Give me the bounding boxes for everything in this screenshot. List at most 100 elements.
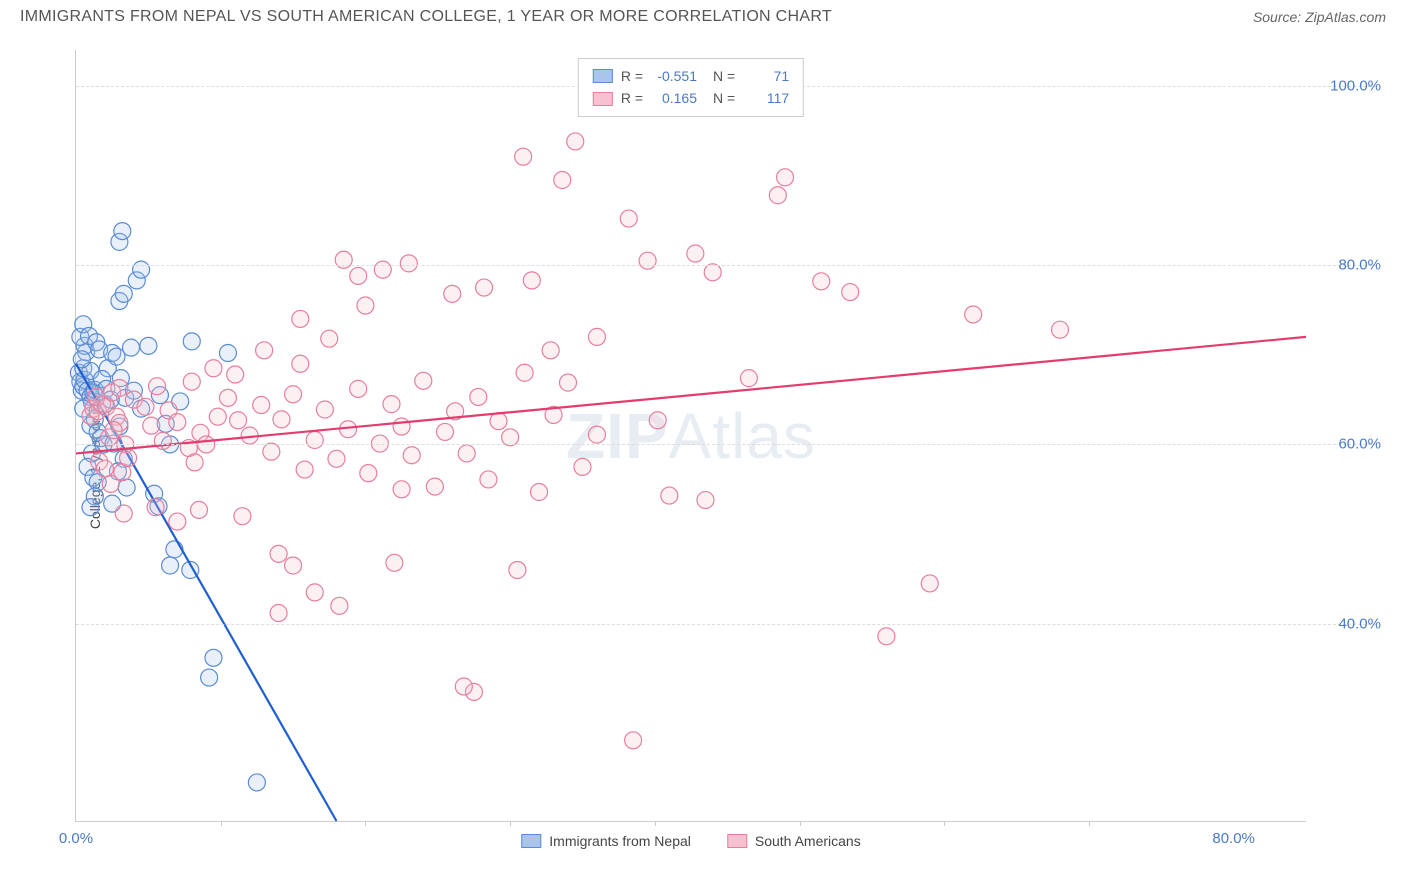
x-tick-mark bbox=[510, 821, 511, 826]
legend-stat-row-nepal: R = -0.551 N = 71 bbox=[593, 65, 789, 87]
data-point-south_american bbox=[143, 417, 160, 434]
data-point-south_american bbox=[147, 499, 164, 516]
data-point-south_american bbox=[219, 389, 236, 406]
data-point-south_american bbox=[393, 418, 410, 435]
scatter-svg bbox=[76, 50, 1306, 821]
data-point-south_american bbox=[96, 460, 113, 477]
data-point-south_american bbox=[878, 628, 895, 645]
data-point-south_american bbox=[306, 431, 323, 448]
data-point-south_american bbox=[965, 306, 982, 323]
data-point-nepal bbox=[201, 669, 218, 686]
data-point-south_american bbox=[186, 454, 203, 471]
data-point-nepal bbox=[219, 345, 236, 362]
data-point-nepal bbox=[118, 479, 135, 496]
data-point-south_american bbox=[316, 401, 333, 418]
data-point-nepal bbox=[114, 223, 131, 240]
data-point-south_american bbox=[515, 148, 532, 165]
data-point-south_american bbox=[205, 360, 222, 377]
series-legend: Immigrants from Nepal South Americans bbox=[521, 833, 860, 849]
data-point-south_american bbox=[687, 245, 704, 262]
y-tick-label: 60.0% bbox=[1311, 436, 1381, 453]
data-point-south_american bbox=[111, 379, 128, 396]
legend-swatch-nepal bbox=[593, 69, 613, 83]
data-point-south_american bbox=[567, 133, 584, 150]
data-point-south_american bbox=[374, 261, 391, 278]
data-point-south_american bbox=[270, 605, 287, 622]
data-point-south_american bbox=[531, 483, 548, 500]
data-point-south_american bbox=[230, 412, 247, 429]
data-point-south_american bbox=[697, 492, 714, 509]
chart-title: IMMIGRANTS FROM NEPAL VS SOUTH AMERICAN … bbox=[20, 8, 832, 26]
data-point-south_american bbox=[296, 461, 313, 478]
x-tick-mark bbox=[655, 821, 656, 826]
data-point-south_american bbox=[542, 342, 559, 359]
gridline bbox=[76, 624, 1376, 625]
n-label: N = bbox=[713, 65, 735, 87]
data-point-south_american bbox=[306, 584, 323, 601]
data-point-south_american bbox=[842, 284, 859, 301]
data-point-south_american bbox=[704, 264, 721, 281]
data-point-south_american bbox=[554, 171, 571, 188]
data-point-south_american bbox=[360, 465, 377, 482]
data-point-nepal bbox=[133, 261, 150, 278]
data-point-south_american bbox=[120, 449, 137, 466]
data-point-south_american bbox=[740, 370, 757, 387]
legend-swatch-south_american bbox=[593, 92, 613, 106]
data-point-south_american bbox=[625, 732, 642, 749]
data-point-south_american bbox=[115, 505, 132, 522]
r-label: R = bbox=[621, 65, 643, 87]
data-point-south_american bbox=[285, 557, 302, 574]
legend-swatch-south_american bbox=[727, 834, 747, 848]
data-point-south_american bbox=[270, 545, 287, 562]
data-point-nepal bbox=[82, 499, 99, 516]
data-point-south_american bbox=[321, 330, 338, 347]
legend-label-south_american: South Americans bbox=[755, 833, 861, 849]
data-point-south_american bbox=[516, 364, 533, 381]
data-point-south_american bbox=[777, 169, 794, 186]
data-point-south_american bbox=[476, 279, 493, 296]
legend-label-nepal: Immigrants from Nepal bbox=[549, 833, 691, 849]
r-value-south_american: 0.165 bbox=[651, 87, 697, 109]
n-label: N = bbox=[713, 87, 735, 109]
data-point-south_american bbox=[350, 380, 367, 397]
data-point-south_american bbox=[273, 411, 290, 428]
data-point-south_american bbox=[574, 458, 591, 475]
data-point-south_american bbox=[1052, 321, 1069, 338]
n-value-south_american: 117 bbox=[743, 87, 789, 109]
data-point-south_american bbox=[169, 414, 186, 431]
data-point-south_american bbox=[921, 575, 938, 592]
data-point-south_american bbox=[263, 443, 280, 460]
data-point-south_american bbox=[560, 374, 577, 391]
legend-swatch-nepal bbox=[521, 834, 541, 848]
data-point-south_american bbox=[227, 366, 244, 383]
data-point-south_american bbox=[285, 386, 302, 403]
n-value-nepal: 71 bbox=[743, 65, 789, 87]
x-tick-mark bbox=[365, 821, 366, 826]
legend-item-nepal: Immigrants from Nepal bbox=[521, 833, 691, 849]
chart-container: College, 1 year or more ZIPAtlas R =-0.5… bbox=[20, 40, 1386, 872]
data-point-south_american bbox=[470, 388, 487, 405]
data-point-nepal bbox=[166, 541, 183, 558]
x-tick-mark bbox=[1089, 821, 1090, 826]
x-tick-label: 80.0% bbox=[1212, 830, 1255, 847]
x-tick-mark bbox=[800, 821, 801, 826]
data-point-south_american bbox=[490, 413, 507, 430]
data-point-nepal bbox=[140, 337, 157, 354]
data-point-south_american bbox=[191, 501, 208, 518]
data-point-south_american bbox=[509, 561, 526, 578]
data-point-nepal bbox=[205, 649, 222, 666]
y-tick-label: 100.0% bbox=[1311, 77, 1381, 94]
data-point-south_american bbox=[350, 267, 367, 284]
data-point-south_american bbox=[393, 481, 410, 498]
data-point-south_american bbox=[209, 408, 226, 425]
data-point-south_american bbox=[183, 373, 200, 390]
data-point-south_american bbox=[426, 478, 443, 495]
data-point-south_american bbox=[502, 429, 519, 446]
data-point-south_american bbox=[620, 210, 637, 227]
data-point-south_american bbox=[169, 513, 186, 530]
data-point-south_american bbox=[149, 378, 166, 395]
r-value-nepal: -0.551 bbox=[651, 65, 697, 87]
data-point-nepal bbox=[115, 285, 132, 302]
data-point-south_american bbox=[523, 272, 540, 289]
x-tick-mark bbox=[221, 821, 222, 826]
